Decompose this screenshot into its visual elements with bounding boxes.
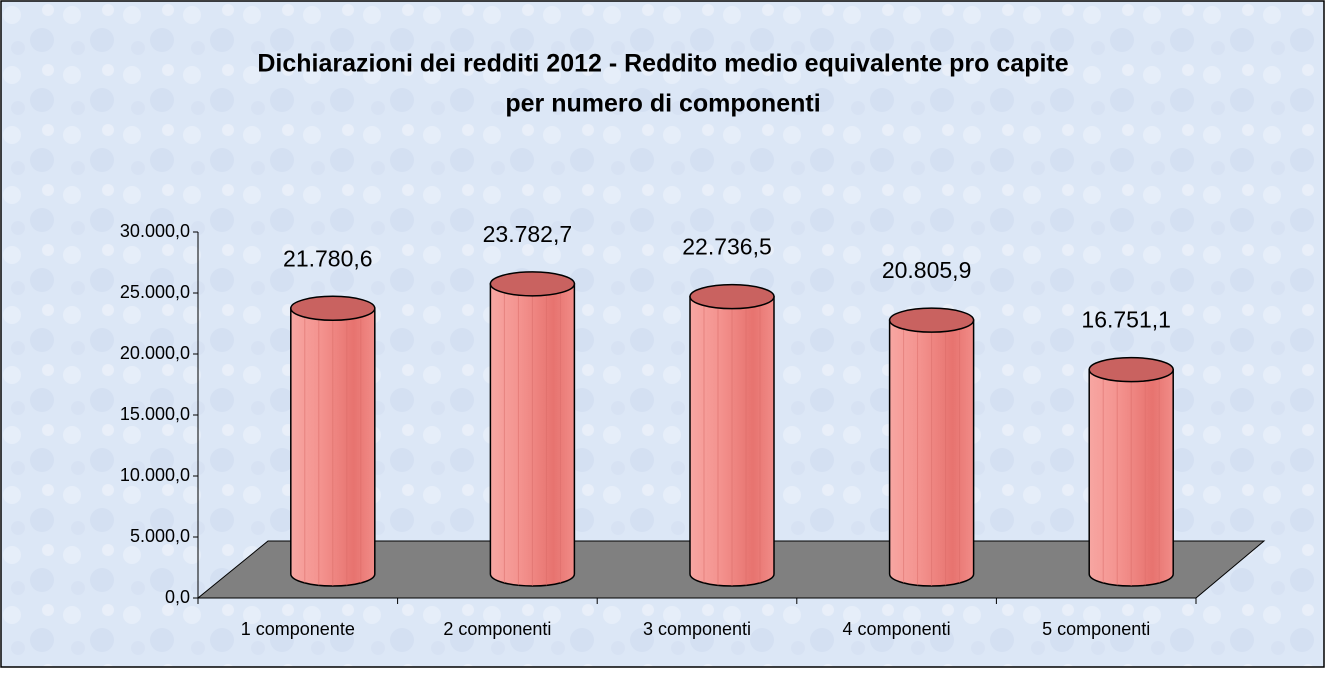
cylinder <box>888 307 975 587</box>
y-tick-label: 25.000,0 <box>120 282 190 302</box>
cylinder-top <box>1088 356 1174 383</box>
cylinder-top <box>489 271 576 297</box>
y-tick-label: 20.000,0 <box>120 343 190 363</box>
cylinder-top <box>290 295 376 322</box>
value-label: 16.751,1 <box>1081 307 1171 333</box>
x-tick-label: 5 componenti <box>1042 619 1150 639</box>
x-tick-label: 1 componente <box>241 619 355 639</box>
cylinder-top <box>888 307 975 333</box>
y-tick-label: 0,0 <box>165 587 190 607</box>
cylinder <box>489 271 576 587</box>
y-tick-label: 5.000,0 <box>130 526 190 546</box>
x-tick-label: 3 componenti <box>643 619 751 639</box>
y-tick-label: 15.000,0 <box>120 404 190 424</box>
chart-title: Dichiarazioni dei redditi 2012 - Reddito… <box>257 50 1068 78</box>
value-label: 22.736,5 <box>682 234 772 260</box>
value-label: 21.780,6 <box>283 245 373 271</box>
cylinder <box>689 283 775 587</box>
value-label: 20.805,9 <box>882 257 972 283</box>
y-tick-label: 10.000,0 <box>120 465 190 485</box>
x-tick-label: 2 componenti <box>443 619 551 639</box>
cylinder-top <box>689 283 775 310</box>
x-tick-label: 4 componenti <box>843 619 951 639</box>
cylinder <box>1088 356 1174 587</box>
chart-title: per numero di componenti <box>505 90 820 118</box>
cylinder <box>290 295 376 587</box>
y-tick-label: 30.000,0 <box>120 221 190 241</box>
value-label: 23.782,7 <box>483 221 573 247</box>
